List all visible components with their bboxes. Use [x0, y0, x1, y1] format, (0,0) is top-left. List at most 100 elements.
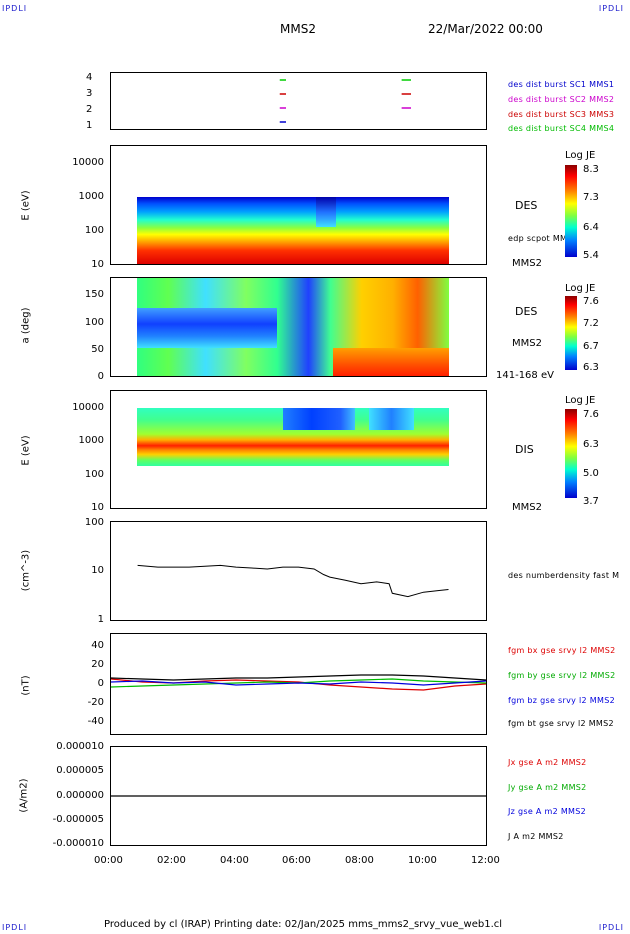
heatmap-feature: [333, 348, 449, 376]
cbar-tick: 5.4: [583, 250, 599, 261]
ytick-label: 1: [97, 614, 104, 625]
dis-energy-sc: MMS2: [512, 502, 542, 513]
heatmap-feature: [283, 408, 355, 430]
availability-panel: [110, 72, 487, 130]
dis-energy-panel: [110, 390, 487, 509]
legend-bz: fgm bz gse srvy l2 MMS2: [508, 696, 615, 705]
xtick-label: 02:00: [157, 855, 186, 866]
dis-energy-instrument: DIS: [515, 443, 534, 456]
ytick-label: 100: [84, 225, 104, 236]
colorbar: [565, 165, 577, 257]
legend-mms3: des dist burst SC3 MMS3: [508, 110, 615, 119]
xtick-label: 00:00: [94, 855, 123, 866]
cbar-tick: 6.3: [583, 439, 599, 450]
legend-bx: fgm bx gse srvy l2 MMS2: [508, 646, 616, 655]
bfield-panel: [110, 633, 487, 735]
density-panel: [110, 521, 487, 621]
cbar-tick: 7.2: [583, 318, 599, 329]
corner-label-br: IPDLI: [598, 923, 624, 932]
legend-jx: Jx gse A m2 MMS2: [508, 758, 587, 767]
des-energy-ylabel: E (eV): [20, 190, 32, 221]
ytick-label: 10000: [72, 157, 104, 168]
legend-mms1: des dist burst SC1 MMS1: [508, 80, 615, 89]
ytick-label: -0.000005: [52, 814, 104, 825]
legend-jz: Jz gse A m2 MMS2: [508, 807, 587, 816]
ytick-label: 0: [97, 371, 104, 382]
heatmap-feature: [137, 308, 277, 348]
des-energy-extra: edp scpot MMS2: [508, 234, 579, 243]
footer-credit: Produced by cl (IRAP) Printing date: 02/…: [104, 919, 503, 930]
bfield-plot: [111, 674, 486, 691]
current-ylabel: (A/m2): [18, 778, 30, 813]
ytick-label: 10: [91, 502, 104, 513]
spacecraft-title: MMS2: [280, 22, 316, 36]
xtick-label: 04:00: [220, 855, 249, 866]
date-title: 22/Mar/2022 00:00: [428, 22, 543, 36]
des-energy-instrument: DES: [515, 199, 538, 212]
des-energy-sc: MMS2: [512, 258, 542, 269]
des-pitch-panel: [110, 277, 487, 377]
heatmap-feature: [316, 197, 336, 227]
xtick-label: 10:00: [408, 855, 437, 866]
ytick-label: 2: [86, 104, 93, 115]
colorbar: [565, 409, 577, 498]
availability-plot: [279, 79, 411, 123]
des-pitch-ylabel: a (deg): [20, 307, 32, 344]
legend-by: fgm by gse srvy l2 MMS2: [508, 671, 616, 680]
density-legend: des numberdensity fast M: [508, 571, 620, 580]
legend-mms2: des dist burst SC2 MMS2: [508, 95, 615, 104]
ytick-label: 10: [91, 565, 104, 576]
des-pitch-instrument: DES: [515, 305, 538, 318]
colorbar: [565, 296, 577, 370]
des-pitch-range: 141-168 eV: [496, 370, 554, 381]
ytick-label: 0.000000: [56, 790, 104, 801]
ytick-label: 40: [91, 640, 104, 651]
legend-mms4: des dist burst SC4 MMS4: [508, 124, 615, 133]
ytick-label: -0.000010: [52, 838, 104, 849]
ytick-label: -20: [87, 697, 104, 708]
cbar-tick: 3.7: [583, 496, 599, 507]
ytick-label: 100: [84, 317, 104, 328]
bz-line: [111, 680, 486, 686]
cbar-tick: 7.3: [583, 192, 599, 203]
ytick-label: 150: [84, 289, 104, 300]
availability-yaxis: 4 3 2 1: [86, 72, 106, 132]
ytick-label: 1000: [78, 435, 104, 446]
legend-j: J A m2 MMS2: [508, 832, 564, 841]
cbar-title: Log JE: [565, 283, 596, 294]
ytick-label: 1: [86, 120, 93, 131]
cbar-tick: 8.3: [583, 164, 599, 175]
corner-label-bl: IPDLI: [2, 923, 28, 932]
xtick-label: 06:00: [282, 855, 311, 866]
cbar-tick: 5.0: [583, 468, 599, 479]
dis-energy-ylabel: E (eV): [20, 435, 32, 466]
ytick-label: 3: [86, 88, 93, 99]
cbar-tick: 7.6: [583, 296, 599, 307]
ytick-label: 50: [91, 344, 104, 355]
cbar-tick: 7.6: [583, 409, 599, 420]
ytick-label: 100: [84, 469, 104, 480]
ytick-label: 100: [84, 517, 104, 528]
des-energy-heatmap: [137, 197, 449, 264]
ytick-label: 10: [91, 259, 104, 270]
density-line: [137, 564, 449, 598]
legend-bt: fgm bt gse srvy l2 MMS2: [508, 719, 614, 728]
xtick-label: 12:00: [471, 855, 500, 866]
ytick-label: 1000: [78, 191, 104, 202]
cbar-title: Log JE: [565, 150, 596, 161]
current-panel: [110, 746, 487, 846]
density-plot: [137, 564, 449, 598]
bfield-ylabel: (nT): [20, 675, 32, 696]
current-plot: [111, 795, 486, 797]
legend-jy: Jy gse A m2 MMS2: [508, 783, 587, 792]
cbar-title: Log JE: [565, 395, 596, 406]
time-axis: 00:00 02:00 04:00 06:00 08:00 10:00 12:0…: [90, 855, 510, 869]
des-energy-panel: [110, 145, 487, 265]
cbar-tick: 6.4: [583, 222, 599, 233]
cbar-tick: 6.3: [583, 362, 599, 373]
des-pitch-sc: MMS2: [512, 338, 542, 349]
cbar-tick: 6.7: [583, 341, 599, 352]
ytick-label: 20: [91, 659, 104, 670]
xtick-label: 08:00: [345, 855, 374, 866]
ytick-label: -40: [87, 716, 104, 727]
